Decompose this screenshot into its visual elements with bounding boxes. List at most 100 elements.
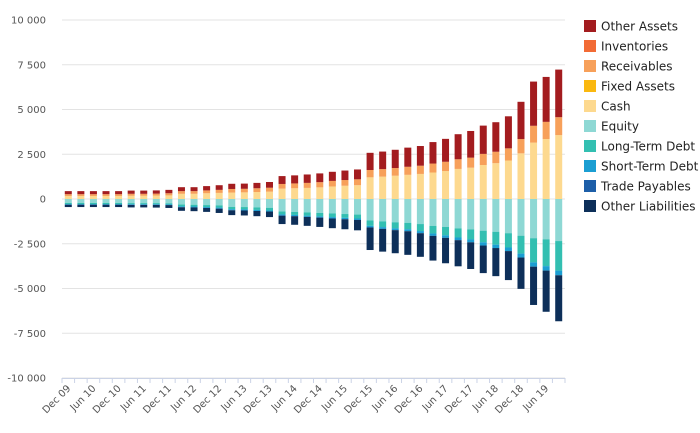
bar-segment — [316, 212, 324, 217]
bar-segment — [391, 230, 399, 254]
bar-segment — [454, 240, 462, 267]
bar-segment — [102, 204, 110, 208]
legend-label: Receivables — [601, 60, 673, 74]
bar-segment — [253, 182, 261, 189]
bar-segment — [504, 199, 512, 234]
legend-swatch — [584, 80, 596, 92]
bar-segment — [127, 193, 135, 196]
bar-segment — [316, 173, 324, 183]
legend-swatch — [584, 20, 596, 32]
bar-segment — [102, 194, 110, 196]
legend-label: Cash — [601, 100, 631, 114]
bar-segment — [77, 202, 85, 205]
bar-segment — [190, 199, 198, 205]
bar-segment — [341, 214, 349, 218]
y-tick-label: 2 500 — [17, 150, 46, 161]
bar-segment — [379, 227, 387, 229]
legend-label: Short-Term Debt — [601, 160, 699, 174]
bar-segment — [228, 192, 236, 199]
bar-segment — [203, 205, 211, 208]
bar-segment — [77, 191, 85, 195]
bar-segment — [177, 187, 185, 192]
bar-segment — [530, 142, 538, 199]
bar-segment — [404, 147, 412, 167]
bar-segment — [555, 117, 563, 136]
bar-segment — [530, 238, 538, 263]
bar-segment — [265, 211, 273, 218]
bar-segment — [542, 266, 550, 271]
bar-segment — [89, 199, 97, 203]
bar-segment — [152, 199, 160, 204]
bar-segment — [328, 217, 336, 219]
bar-segment — [316, 216, 324, 218]
bar-segment — [429, 172, 437, 199]
bar-segment — [391, 149, 399, 169]
bar-segment — [479, 164, 487, 199]
bar-segment — [190, 191, 198, 194]
bar-segment — [177, 204, 185, 207]
bar-segment — [479, 245, 487, 274]
bar-segment — [467, 239, 475, 243]
bar-segment — [328, 180, 336, 187]
x-tick-label: Dec 17 — [443, 383, 476, 416]
bar-segment — [316, 217, 324, 227]
bar-segment — [265, 210, 273, 212]
legend-swatch — [584, 100, 596, 112]
bar-segment — [265, 181, 273, 188]
bar-segment — [203, 207, 211, 212]
bar-segment — [542, 239, 550, 267]
bar-segment — [366, 177, 374, 199]
bar-segment — [454, 228, 462, 238]
bar-segment — [341, 199, 349, 215]
bar-segment — [555, 270, 563, 276]
bar-segment — [429, 235, 437, 261]
bar-segment — [517, 139, 525, 154]
bar-segment — [504, 233, 512, 248]
bar-segment — [190, 207, 198, 212]
bar-segment — [416, 224, 424, 232]
bar-segment — [165, 189, 173, 194]
y-tick-label: -10 000 — [7, 374, 46, 385]
bar-segment — [228, 210, 236, 216]
bar-segment — [379, 199, 387, 222]
y-tick-label: -7 500 — [14, 329, 46, 340]
bar-segment — [64, 202, 72, 205]
x-tick-label: Dec 18 — [493, 383, 526, 416]
bar-segment — [203, 190, 211, 194]
bar-segment — [517, 153, 525, 199]
bar-segment — [517, 257, 525, 289]
bar-segment — [240, 199, 248, 208]
bar-segment — [190, 206, 198, 208]
bar-segment — [517, 199, 525, 236]
bar-segment — [265, 191, 273, 199]
bar-segment — [379, 151, 387, 170]
bar-segment — [253, 210, 261, 217]
legend-label: Equity — [601, 120, 639, 134]
bar-segment — [140, 190, 148, 194]
bar-segment — [530, 125, 538, 143]
bar-segment — [115, 202, 123, 205]
bar-segment — [102, 202, 110, 205]
bar-segment — [504, 116, 512, 149]
bar-segment — [479, 199, 487, 231]
bar-segment — [102, 199, 110, 203]
bar-segment — [429, 233, 437, 236]
bar-segment — [416, 233, 424, 257]
bar-segment — [404, 166, 412, 175]
bar-segment — [127, 199, 135, 204]
legend-label: Inventories — [601, 40, 668, 54]
legend-swatch — [584, 200, 596, 212]
bar-segment — [115, 204, 123, 208]
bars — [64, 69, 563, 322]
bar-segment — [152, 195, 160, 199]
bar-segment — [64, 194, 72, 196]
bar-segment — [454, 134, 462, 160]
bar-segment — [102, 195, 110, 199]
bar-segment — [416, 165, 424, 174]
bar-segment — [127, 204, 135, 208]
bar-segment — [127, 204, 135, 205]
bar-segment — [366, 170, 374, 178]
y-tick-label: -2 500 — [14, 239, 46, 250]
bar-segment — [341, 180, 349, 186]
